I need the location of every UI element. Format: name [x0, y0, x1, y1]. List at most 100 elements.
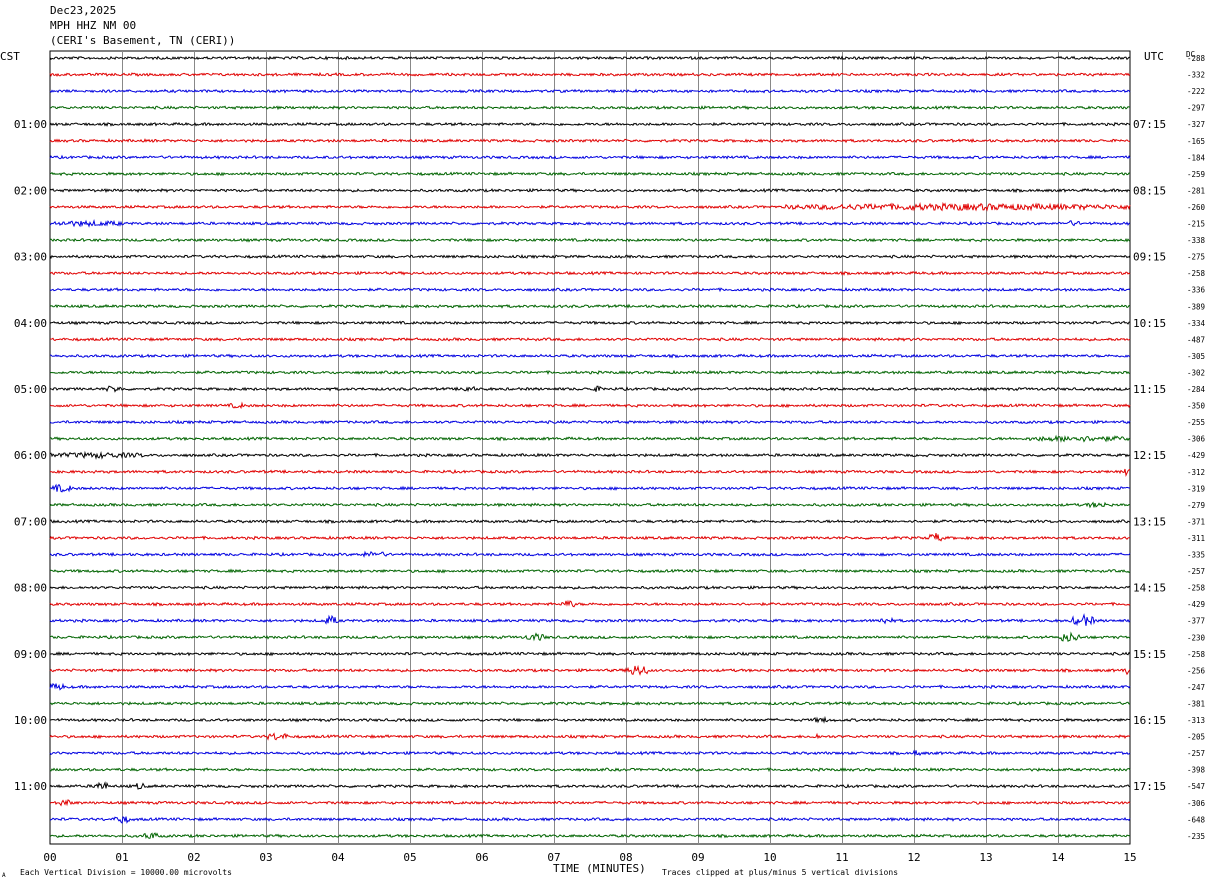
x-tick-label: 04	[331, 851, 345, 864]
seismic-trace	[49, 154, 1131, 160]
seismic-trace	[49, 533, 1131, 542]
x-tick-label: 06	[475, 851, 488, 864]
seismic-trace	[49, 287, 1131, 293]
seismic-trace	[49, 501, 1131, 509]
dc-offset-label: -256	[1187, 666, 1206, 675]
station-location: (CERI's Basement, TN (CERI))	[50, 34, 236, 47]
cst-hour-label: 02:00	[14, 184, 47, 197]
dc-offset-label: -336	[1187, 286, 1206, 295]
dc-offset-label: -429	[1187, 451, 1205, 460]
x-tick-label: 01	[115, 851, 128, 864]
dc-offset-label: -313	[1187, 716, 1205, 725]
dc-offset-label: -429	[1187, 600, 1205, 609]
dc-offset-label: -312	[1187, 468, 1205, 477]
x-tick-label: 08	[619, 851, 632, 864]
dc-offset-label: -377	[1187, 617, 1205, 626]
dc-offset-label: -257	[1187, 749, 1205, 758]
dc-offset-label: -389	[1187, 302, 1205, 311]
seismic-trace	[49, 832, 1131, 839]
x-axis-title: TIME (MINUTES)	[553, 862, 646, 875]
utc-hour-label: 15:15	[1133, 648, 1166, 661]
cst-hour-label: 07:00	[14, 515, 47, 528]
utc-hour-label: 16:15	[1133, 714, 1166, 727]
dc-offset-label: -288	[1187, 54, 1206, 63]
dc-header-label: DC	[1186, 50, 1195, 59]
scale-note: Each Vertical Division = 10000.00 microv…	[20, 868, 232, 877]
seismic-trace	[49, 320, 1131, 326]
utc-hour-label: 11:15	[1133, 383, 1166, 396]
utc-hour-label: 10:15	[1133, 317, 1166, 330]
seismic-trace	[49, 336, 1131, 342]
dc-offset-label: -371	[1187, 517, 1205, 526]
seismic-trace	[49, 799, 1131, 807]
cst-hour-label: 08:00	[14, 582, 47, 595]
x-tick-label: 05	[403, 851, 416, 864]
dc-offset-label: -279	[1187, 501, 1205, 510]
seismic-trace	[49, 568, 1131, 574]
seismic-trace	[49, 664, 1131, 676]
dc-offset-label: -487	[1187, 335, 1205, 344]
seismic-trace	[49, 816, 1131, 824]
seismic-trace	[49, 419, 1131, 425]
dc-offset-label: -230	[1187, 633, 1206, 642]
seismic-trace	[49, 468, 1131, 477]
dc-offset-label: -297	[1187, 104, 1205, 113]
seismic-trace	[49, 599, 1131, 608]
cst-axis-label: CST	[0, 50, 20, 63]
dc-offset-label: -284	[1187, 385, 1206, 394]
x-tick-label: 07	[547, 851, 560, 864]
dc-offset-label: -306	[1187, 799, 1206, 808]
dc-offset-label: -255	[1187, 418, 1205, 427]
seismic-trace	[49, 254, 1131, 260]
dc-offset-label: -305	[1187, 352, 1205, 361]
seismic-trace	[49, 218, 1131, 228]
seismic-trace	[49, 518, 1131, 525]
dc-offset-label: -306	[1187, 435, 1206, 444]
seismic-trace	[49, 651, 1131, 657]
x-tick-label: 11	[835, 851, 848, 864]
dc-offset-label: -247	[1187, 683, 1205, 692]
seismic-trace	[49, 237, 1131, 243]
dc-offset-label: -350	[1187, 402, 1206, 411]
dc-offset-label: -327	[1187, 120, 1205, 129]
seismic-trace	[49, 749, 1131, 757]
corner-mark: A	[2, 872, 6, 879]
dc-offset-label: -311	[1187, 534, 1205, 543]
plot-frame	[49, 50, 1131, 845]
seismic-trace	[49, 781, 1131, 790]
seismic-trace	[49, 483, 1131, 493]
seismic-trace	[49, 700, 1131, 706]
seismic-trace	[49, 450, 1131, 460]
x-tick-label: 09	[691, 851, 704, 864]
dc-offset-label: -258	[1187, 584, 1206, 593]
clip-note: Traces clipped at plus/minus 5 vertical …	[662, 868, 899, 877]
x-tick-label: 03	[259, 851, 272, 864]
dc-offset-label: -338	[1187, 236, 1206, 245]
utc-hour-label: 17:15	[1133, 780, 1166, 793]
utc-hour-label: 14:15	[1133, 582, 1166, 595]
dc-offset-label: -222	[1187, 87, 1205, 96]
dc-offset-label: -205	[1187, 733, 1205, 742]
seismic-trace	[49, 121, 1131, 127]
seismic-trace	[50, 171, 1131, 177]
dc-offset-label: -215	[1187, 220, 1205, 229]
seismic-trace	[49, 201, 1131, 212]
dc-offset-label: -260	[1187, 203, 1206, 212]
cst-hour-label: 10:00	[14, 714, 47, 727]
cst-hour-label: 11:00	[14, 780, 47, 793]
cst-hour-label: 04:00	[14, 317, 47, 330]
plot-date: Dec23,2025	[50, 4, 117, 17]
cst-hour-label: 06:00	[14, 449, 47, 462]
x-tick-label: 10	[763, 851, 776, 864]
dc-offset-label: -319	[1187, 484, 1205, 493]
x-tick-label: 15	[1123, 851, 1136, 864]
dc-offset-label: -275	[1187, 253, 1205, 262]
dc-offset-label: -302	[1187, 368, 1205, 377]
seismic-trace	[49, 71, 1131, 78]
cst-hour-label: 03:00	[14, 251, 47, 264]
seismic-trace	[49, 105, 1131, 111]
utc-hour-label: 09:15	[1133, 251, 1166, 264]
seismic-trace	[49, 270, 1131, 276]
dc-offset-label: -335	[1187, 551, 1205, 560]
seismic-trace	[49, 550, 1131, 558]
